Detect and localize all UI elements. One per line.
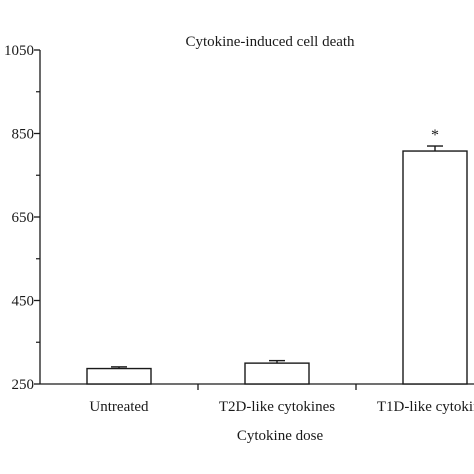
chart-title: Cytokine-induced cell death (185, 34, 355, 50)
bar (402, 150, 468, 385)
y-tick-label: 650 (12, 210, 35, 226)
bar (86, 367, 152, 385)
y-tick-label: 250 (12, 377, 35, 393)
significance-marker: * (431, 127, 439, 144)
y-tick-label: 1050 (4, 43, 34, 59)
x-axis: Untreated T2D-like cytokines T1D-like cyto… (40, 383, 474, 415)
x-tick-label: Untreated (89, 399, 149, 415)
x-tick-label: T1D-like cytokines (377, 399, 474, 415)
y-axis: 250 450 650 850 1050 (4, 43, 41, 393)
y-tick-label: 850 (12, 127, 35, 143)
x-tick-label: T2D-like cytokines (219, 399, 335, 415)
bars: * (86, 127, 468, 385)
x-axis-label: Cytokine dose (237, 428, 324, 444)
bar (244, 362, 310, 385)
y-tick-label: 450 (12, 294, 35, 310)
